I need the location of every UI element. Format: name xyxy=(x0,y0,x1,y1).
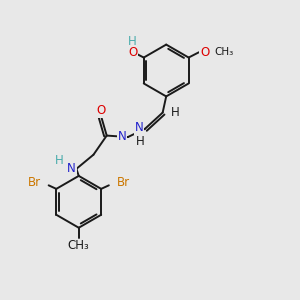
Text: O: O xyxy=(97,104,106,117)
Text: CH₃: CH₃ xyxy=(214,47,233,57)
Text: CH₃: CH₃ xyxy=(68,239,90,253)
Text: O: O xyxy=(200,46,210,59)
Text: N: N xyxy=(67,162,76,175)
Text: H: H xyxy=(171,106,180,118)
Text: Br: Br xyxy=(117,176,130,189)
Text: H: H xyxy=(136,135,145,148)
Text: N: N xyxy=(135,122,143,134)
Text: O: O xyxy=(128,46,137,59)
Text: Br: Br xyxy=(28,176,41,189)
Text: N: N xyxy=(118,130,126,143)
Text: H: H xyxy=(128,35,137,48)
Text: H: H xyxy=(55,154,64,167)
